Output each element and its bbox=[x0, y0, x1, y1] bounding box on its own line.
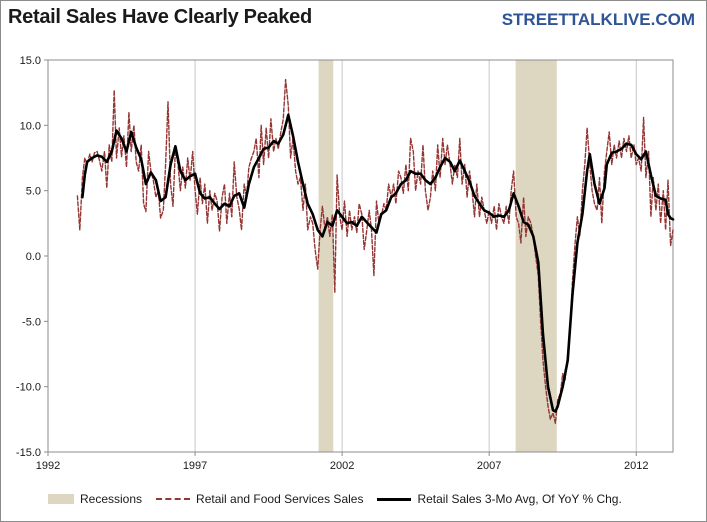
legend-swatch-recessions bbox=[48, 494, 74, 504]
recession-band-1 bbox=[318, 60, 334, 452]
brand-label: STREETTALKLIVE.COM bbox=[501, 10, 695, 29]
legend-item-retail-3mo-avg: Retail Sales 3-Mo Avg, Of YoY % Chg. bbox=[377, 492, 622, 506]
plot-area bbox=[47, 59, 674, 453]
legend-item-recessions: Recessions bbox=[48, 492, 142, 506]
y-tick-label: 15.0 bbox=[20, 55, 41, 67]
series-line-retail-food-services bbox=[76, 78, 674, 424]
legend-swatch-retail-food-services bbox=[156, 498, 191, 500]
y-tick-label: -5.0 bbox=[22, 316, 41, 328]
legend-item-retail-food-services: Retail and Food Services Sales bbox=[156, 492, 363, 506]
chart-title: Retail Sales Have Clearly Peaked bbox=[8, 6, 312, 28]
legend: Recessions Retail and Food Services Sale… bbox=[48, 489, 636, 509]
y-tick-label: -15.0 bbox=[16, 447, 41, 459]
x-axis: 1992 1997 2002 2007 2012 bbox=[36, 452, 648, 472]
x-tick-label: 1992 bbox=[36, 460, 60, 472]
x-tick-label: 2012 bbox=[624, 460, 648, 472]
legend-label-retail-3mo-avg: Retail Sales 3-Mo Avg, Of YoY % Chg. bbox=[417, 492, 622, 506]
legend-label-recessions: Recessions bbox=[80, 492, 143, 506]
x-tick-label: 2007 bbox=[477, 460, 501, 472]
series-group bbox=[76, 78, 675, 424]
recession-bands bbox=[318, 60, 557, 452]
legend-swatch-retail-3mo-avg bbox=[377, 497, 412, 501]
x-tick-label: 1997 bbox=[183, 460, 207, 472]
y-axis: 15.0 10.0 5.0 0.0 -5.0 -10.0 -15.0 bbox=[16, 55, 48, 459]
series-line-retail-3mo-avg bbox=[81, 113, 675, 413]
legend-label-retail-food-services: Retail and Food Services Sales bbox=[196, 492, 364, 506]
y-tick-label: 10.0 bbox=[20, 120, 41, 132]
y-tick-label: 0.0 bbox=[26, 251, 41, 263]
x-tick-label: 2002 bbox=[330, 460, 354, 472]
y-tick-label: -10.0 bbox=[16, 382, 41, 394]
y-tick-label: 5.0 bbox=[26, 186, 41, 198]
